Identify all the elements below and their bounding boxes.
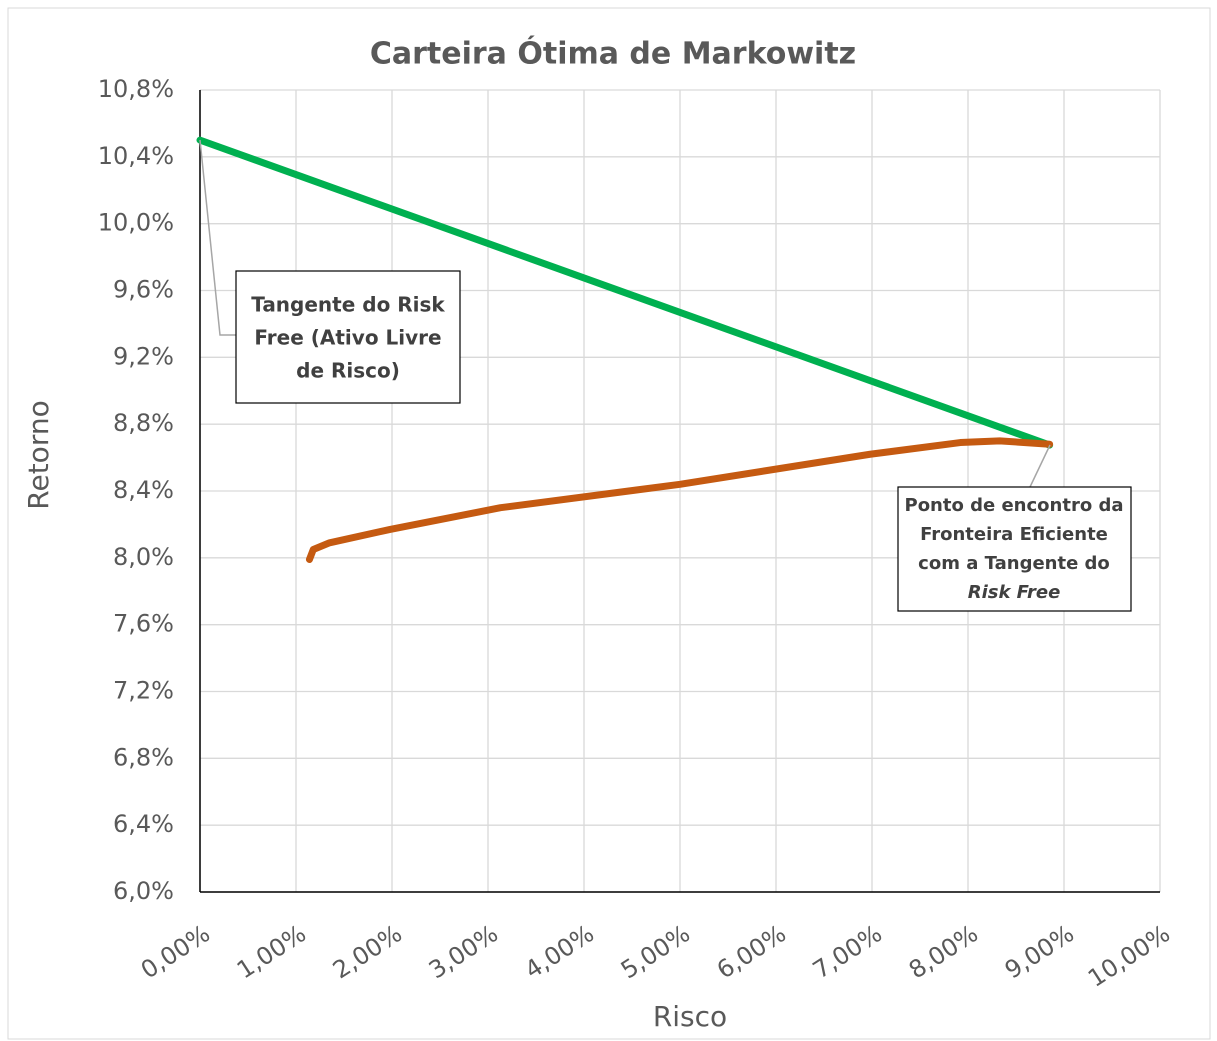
y-tick-label: 10,8%	[98, 75, 174, 103]
annotation-text: Ponto de encontro da	[905, 495, 1124, 516]
annotation-text: com a Tangente do	[918, 553, 1110, 574]
y-tick-label: 10,4%	[98, 142, 174, 170]
chart-title: Carteira Ótima de Markowitz	[370, 35, 856, 72]
y-tick-label: 7,6%	[113, 610, 174, 638]
leader-line	[199, 139, 236, 336]
leader-line	[1029, 444, 1051, 488]
series-line	[305, 437, 1054, 564]
plot	[196, 136, 1054, 564]
y-tick-label: 8,8%	[113, 409, 174, 437]
annotation-box	[235, 270, 461, 404]
y-tick-label: 9,2%	[113, 342, 174, 370]
y-tick-label: 9,6%	[113, 276, 174, 304]
annotation-text: Tangente do Risk	[251, 293, 445, 317]
y-tick-label: 8,0%	[113, 543, 174, 571]
annotation-text: Risk Free	[968, 582, 1061, 603]
y-tick-label: 6,0%	[113, 877, 174, 905]
series-line	[196, 136, 1054, 449]
y-tick-label: 6,8%	[113, 743, 174, 771]
y-tick-label: 6,4%	[113, 810, 174, 838]
annotation-text: de Risco)	[296, 359, 400, 383]
y-axis-label: Retorno	[22, 400, 55, 509]
annotation-box	[897, 486, 1132, 612]
y-tick-label: 7,2%	[113, 677, 174, 705]
x-axis-label: Risco	[653, 1000, 727, 1033]
annotation-text: Fronteira Eficiente	[920, 524, 1108, 545]
y-tick-label: 8,4%	[113, 476, 174, 504]
annotation-text: Free (Ativo Livre	[254, 326, 441, 350]
y-tick-label: 10,0%	[98, 209, 174, 237]
